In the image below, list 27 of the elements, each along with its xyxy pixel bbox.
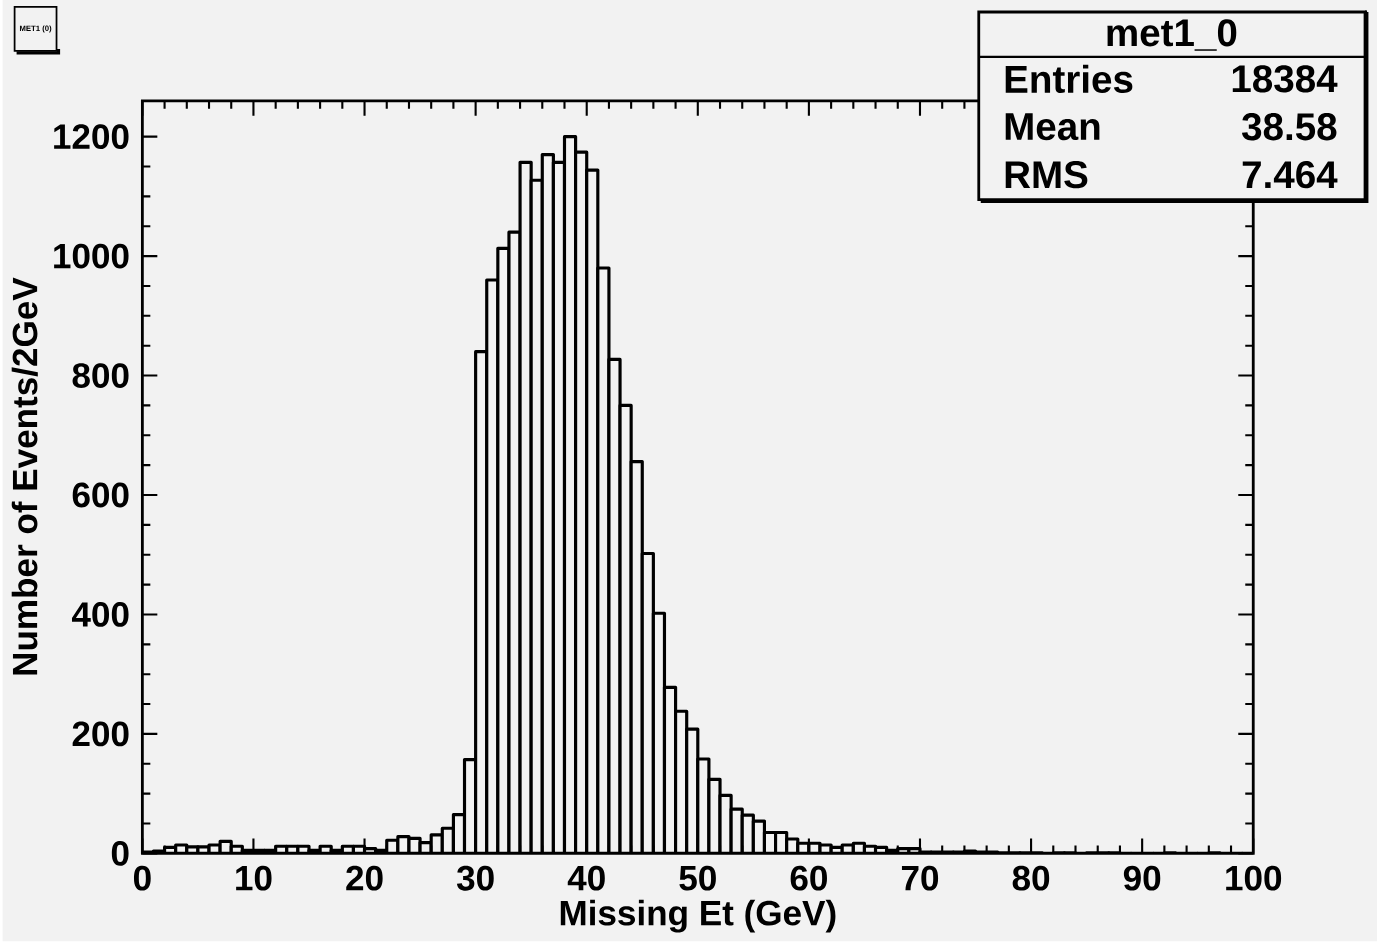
text: 18384 [1232, 65, 1338, 93]
x-tick-label: 50 [679, 865, 716, 891]
x-tick-label: 60 [790, 865, 827, 891]
x-tick-label: 0 [133, 865, 151, 891]
y-tick-label: 200 [72, 721, 129, 747]
x-tick-label: 70 [901, 865, 939, 891]
y-axis-title: Number of Events/2GeV [11, 277, 38, 675]
x-tick-label: 30 [456, 865, 494, 891]
annotation: 7.464 [1242, 160, 1338, 189]
x-tick-label: 20 [346, 865, 383, 891]
y-tick-label: 1000 [54, 243, 129, 269]
annotation: RMS [1005, 160, 1088, 189]
y-tick-label: 400 [71, 601, 129, 627]
x-tick-label: 40 [567, 865, 605, 891]
text: Entries [1005, 64, 1133, 93]
x-tick-label: 90 [1123, 865, 1161, 891]
y-tick-label: 800 [72, 362, 129, 388]
x-tick-label: 80 [1012, 865, 1050, 891]
y-tick-label: 0 [111, 840, 129, 866]
annotation: Mean [1005, 113, 1100, 141]
annotation: 38.58 [1241, 112, 1337, 141]
y-tick-label: 600 [72, 482, 129, 508]
x-tick-label: 10 [236, 865, 272, 891]
x-tick-label: 100 [1226, 865, 1282, 891]
chart-title: met1_0 [1107, 18, 1237, 51]
x-axis-title: Missing Et (GeV) [560, 899, 836, 933]
y-tick-label: 1200 [54, 124, 129, 149]
